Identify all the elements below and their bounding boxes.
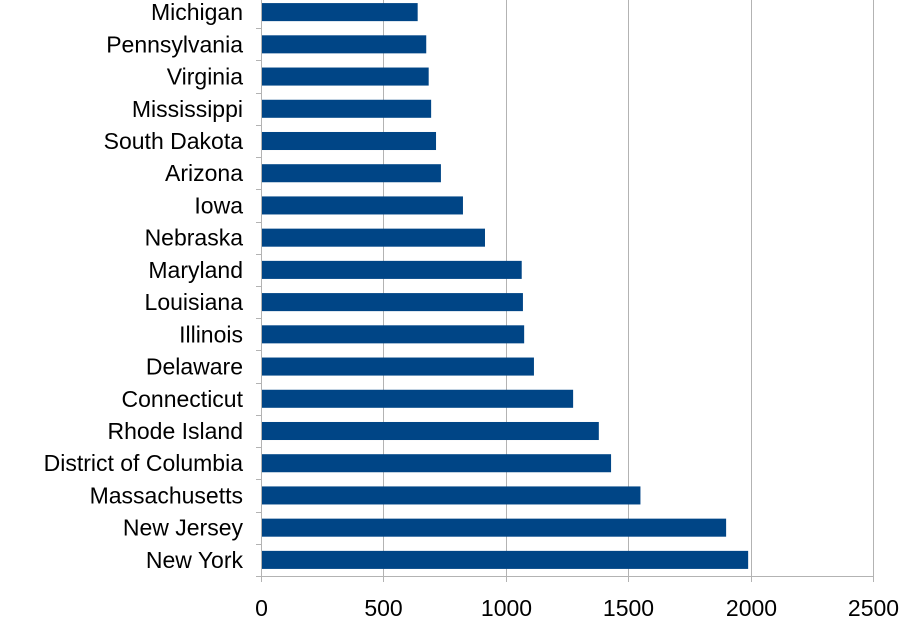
category-label: New York (146, 547, 244, 573)
x-tick-label: 1000 (481, 595, 532, 621)
bar (262, 99, 432, 118)
bar (262, 260, 522, 279)
bar (262, 164, 441, 183)
bar (262, 35, 427, 54)
bar (262, 3, 418, 22)
bar (262, 486, 641, 505)
x-tick-labels: 0 500 1000 1500 2000 2500 (255, 595, 899, 621)
bar (262, 421, 599, 441)
category-label: Iowa (194, 192, 243, 218)
bar (262, 131, 437, 151)
category-label: Louisiana (145, 289, 244, 315)
x-tick-label: 2000 (726, 595, 777, 621)
category-label: Virginia (167, 64, 243, 90)
category-label: Delaware (146, 354, 243, 380)
category-label: Michigan (151, 0, 243, 25)
bar (262, 67, 429, 86)
bar (262, 196, 463, 215)
category-label: District of Columbia (44, 450, 244, 476)
bars (262, 3, 749, 569)
category-label: Massachusetts (90, 482, 243, 508)
bar (262, 325, 525, 344)
x-tick-label: 2500 (848, 595, 899, 621)
x-tick-label: 0 (255, 595, 268, 621)
x-tick-label: 1500 (603, 595, 654, 621)
category-labels: New York New Jersey Massachusetts District … (44, 0, 244, 573)
category-label: Maryland (148, 257, 243, 283)
axes (256, 0, 874, 582)
bar (262, 550, 749, 569)
category-label: Mississippi (132, 96, 243, 122)
bar (262, 228, 485, 247)
bar (262, 293, 523, 312)
bar (262, 518, 727, 537)
category-label: Pennsylvania (106, 31, 243, 57)
bar (262, 454, 612, 473)
category-label: New Jersey (123, 515, 244, 541)
category-label: Nebraska (145, 225, 244, 251)
bar (262, 357, 534, 376)
bar (262, 389, 574, 408)
x-tick-label: 500 (364, 595, 402, 621)
category-label: Connecticut (122, 386, 244, 412)
category-label: Arizona (165, 160, 243, 186)
grid-lines (383, 0, 874, 576)
category-label: Illinois (179, 321, 243, 347)
category-label: Rhode Island (107, 418, 243, 444)
category-label: South Dakota (104, 128, 244, 154)
